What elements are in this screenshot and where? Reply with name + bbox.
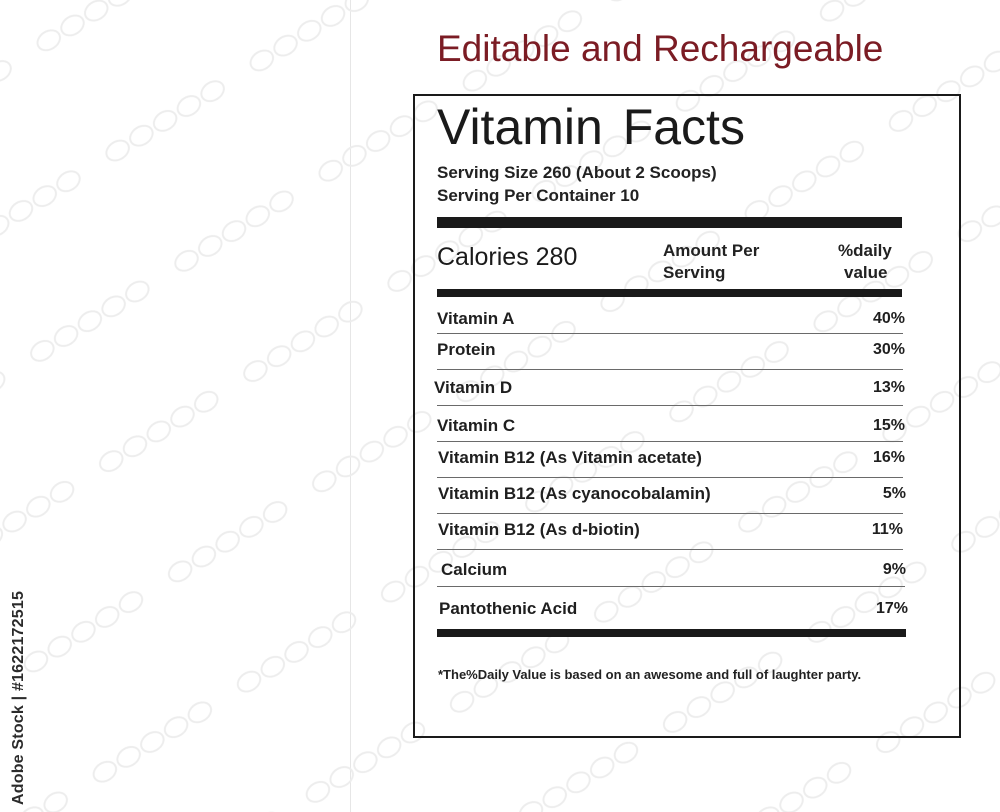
stock-id-text: Adobe Stock | #1622172515 — [10, 590, 27, 805]
nutrient-name: Vitamin B12 (As Vitamin acetate) — [438, 448, 702, 467]
nutrient-row: Vitamin B12 (As cyanocobalamin) 5% — [438, 482, 906, 506]
nutrient-row: Vitamin B12 (As d-biotin) 11% — [438, 518, 903, 542]
nutrient-row: Protein 30% — [437, 338, 905, 362]
thick-divider-bottom — [437, 629, 906, 637]
servings-per-container: Serving Per Container 10 — [437, 186, 640, 205]
nutrient-name: Vitamin C — [437, 416, 516, 435]
nutrient-value: 40% — [872, 310, 905, 327]
daily-value-header: %daily value — [838, 240, 908, 284]
nutrient-name: Vitamin B12 (As cyanocobalamin) — [438, 484, 711, 503]
nutrient-value: 13% — [872, 379, 905, 396]
row-divider — [437, 333, 903, 334]
amount-header-line2: Serving — [663, 263, 726, 282]
nutrient-value: 16% — [872, 449, 905, 466]
panel-divider — [350, 0, 351, 812]
row-divider — [437, 586, 905, 587]
calories: Calories 280 — [437, 243, 578, 271]
thick-divider-middle — [437, 289, 902, 297]
nutrient-name: Calcium — [441, 560, 508, 579]
amount-per-serving-header: Amount Per Serving — [663, 240, 793, 284]
nutrient-name: Pantothenic Acid — [439, 599, 578, 618]
nutrient-value: 5% — [882, 485, 906, 502]
row-divider — [437, 513, 903, 514]
nutrient-value: 11% — [871, 521, 903, 538]
nutrient-row: Pantothenic Acid 17% — [439, 597, 908, 621]
row-divider — [437, 405, 903, 406]
nutrient-value: 17% — [875, 600, 908, 617]
headline: Editable and Rechargeable — [437, 28, 884, 69]
nutrient-row: Vitamin C 15% — [437, 414, 905, 438]
nutrient-value: 30% — [872, 341, 905, 358]
label-title: Vitamin Facts — [437, 99, 745, 155]
facts-label-border — [413, 94, 961, 738]
row-divider — [437, 477, 903, 478]
footnote: *The%Daily Value is based on an awesome … — [438, 667, 862, 682]
amount-header-line1: Amount Per — [663, 241, 760, 260]
nutrient-name: Vitamin A — [437, 309, 515, 328]
nutrient-row: Vitamin A 40% — [437, 307, 905, 331]
row-divider — [437, 549, 903, 550]
serving-size: Serving Size 260 (About 2 Scoops) — [437, 163, 717, 182]
nutrient-value: 9% — [882, 561, 906, 578]
nutrient-name: Protein — [437, 340, 496, 359]
thick-divider-top — [437, 217, 902, 228]
row-divider — [437, 441, 903, 442]
nutrient-value: 15% — [872, 417, 905, 434]
nutrient-row: Vitamin D 13% — [434, 376, 905, 400]
row-divider — [437, 369, 903, 370]
daily-header-line2: value — [844, 263, 888, 282]
nutrient-name: Vitamin B12 (As d-biotin) — [438, 520, 640, 539]
nutrient-name: Vitamin D — [434, 378, 513, 397]
nutrient-row: Vitamin B12 (As Vitamin acetate) 16% — [438, 446, 905, 470]
daily-header-line1: %daily — [838, 241, 892, 260]
nutrient-row: Calcium 9% — [441, 558, 906, 582]
